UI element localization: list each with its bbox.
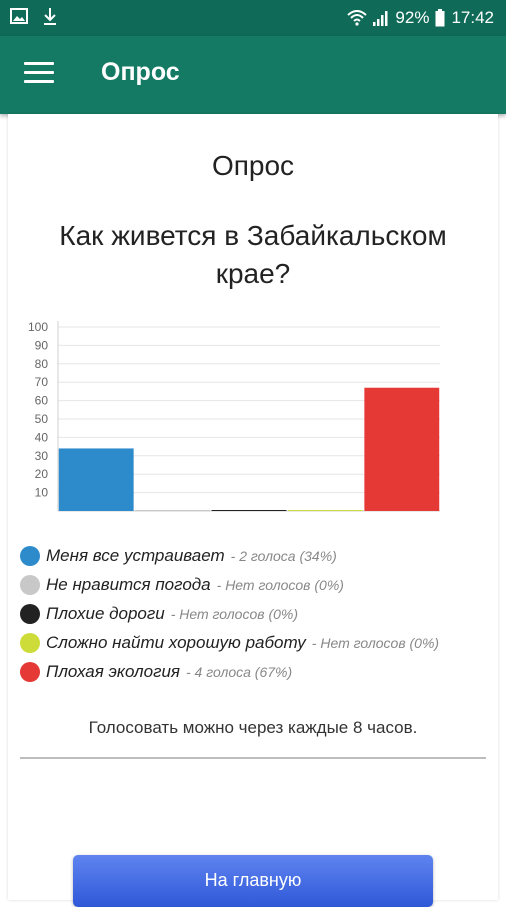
wifi-icon — [347, 10, 368, 26]
bar — [135, 510, 211, 511]
bar — [58, 448, 134, 511]
status-bar: 92% 17:42 — [0, 0, 506, 36]
legend-item: Плохая экология - 4 голоса (67%) — [20, 657, 500, 686]
poll-question: Как живется в Забайкальском крае? — [59, 220, 447, 289]
bar — [364, 387, 440, 511]
y-tick-label: 60 — [35, 394, 49, 408]
signal-icon — [373, 11, 388, 26]
vote-frequency-note: Голосовать можно через каждые 8 часов. — [88, 718, 418, 737]
legend-dot-icon — [20, 661, 40, 682]
app-title: Опрос — [101, 58, 180, 86]
y-tick-label: 50 — [35, 412, 49, 426]
y-tick-label: 80 — [35, 357, 49, 371]
legend-count: - 2 голоса (34%) — [230, 547, 337, 564]
y-tick-label: 30 — [35, 449, 49, 463]
legend-dot-icon — [20, 632, 40, 653]
legend-label: Плохая экология — [46, 661, 180, 681]
clock: 17:42 — [451, 8, 494, 27]
legend-count: - Нет голосов (0%) — [170, 605, 299, 622]
y-tick-label: 90 — [35, 338, 49, 352]
y-tick-label: 10 — [35, 486, 49, 500]
hamburger-menu-icon[interactable] — [24, 62, 54, 88]
legend-count: - 4 голоса (67%) — [185, 663, 293, 680]
y-tick-label: 40 — [35, 430, 49, 444]
legend-dot-icon — [20, 574, 40, 595]
legend-item: Не нравится погода - Нет голосов (0%) — [20, 570, 500, 599]
battery-icon — [435, 9, 445, 27]
legend-label: Плохие дороги — [46, 603, 165, 623]
legend-item: Сложно найти хорошую работу - Нет голосов… — [20, 628, 500, 657]
legend-label: Меня все устраивает — [46, 545, 225, 565]
legend-dot-icon — [20, 545, 40, 566]
bar — [287, 510, 363, 511]
legend-item: Плохие дороги - Нет голосов (0%) — [20, 599, 500, 628]
home-button[interactable]: На главную — [73, 855, 433, 907]
legend-label: Сложно найти хорошую работу — [46, 632, 306, 652]
legend-dot-icon — [20, 603, 40, 624]
y-tick-label: 20 — [35, 467, 49, 481]
legend-item: Меня все устраивает - 2 голоса (34%) — [20, 541, 500, 570]
image-icon — [10, 8, 28, 24]
legend-count: - Нет голосов (0%) — [216, 576, 344, 593]
legend-label: Не нравится погода — [46, 574, 211, 594]
poll-results-chart: 10 20 30 40 50 60 70 80 90 100 — [28, 320, 440, 512]
y-tick-label: 100 — [28, 320, 48, 334]
poll-legend: Меня все устраивает - 2 голоса (34%) Не нр… — [20, 541, 500, 686]
battery-percent: 92% — [395, 8, 430, 27]
poll-heading: Опрос — [211, 150, 295, 181]
bar — [211, 510, 287, 511]
y-tick-label: 70 — [35, 375, 49, 389]
legend-count: - Нет голосов (0%) — [311, 634, 440, 651]
app-bar: Опрос — [0, 36, 506, 114]
download-icon — [44, 8, 56, 25]
divider — [20, 757, 486, 759]
